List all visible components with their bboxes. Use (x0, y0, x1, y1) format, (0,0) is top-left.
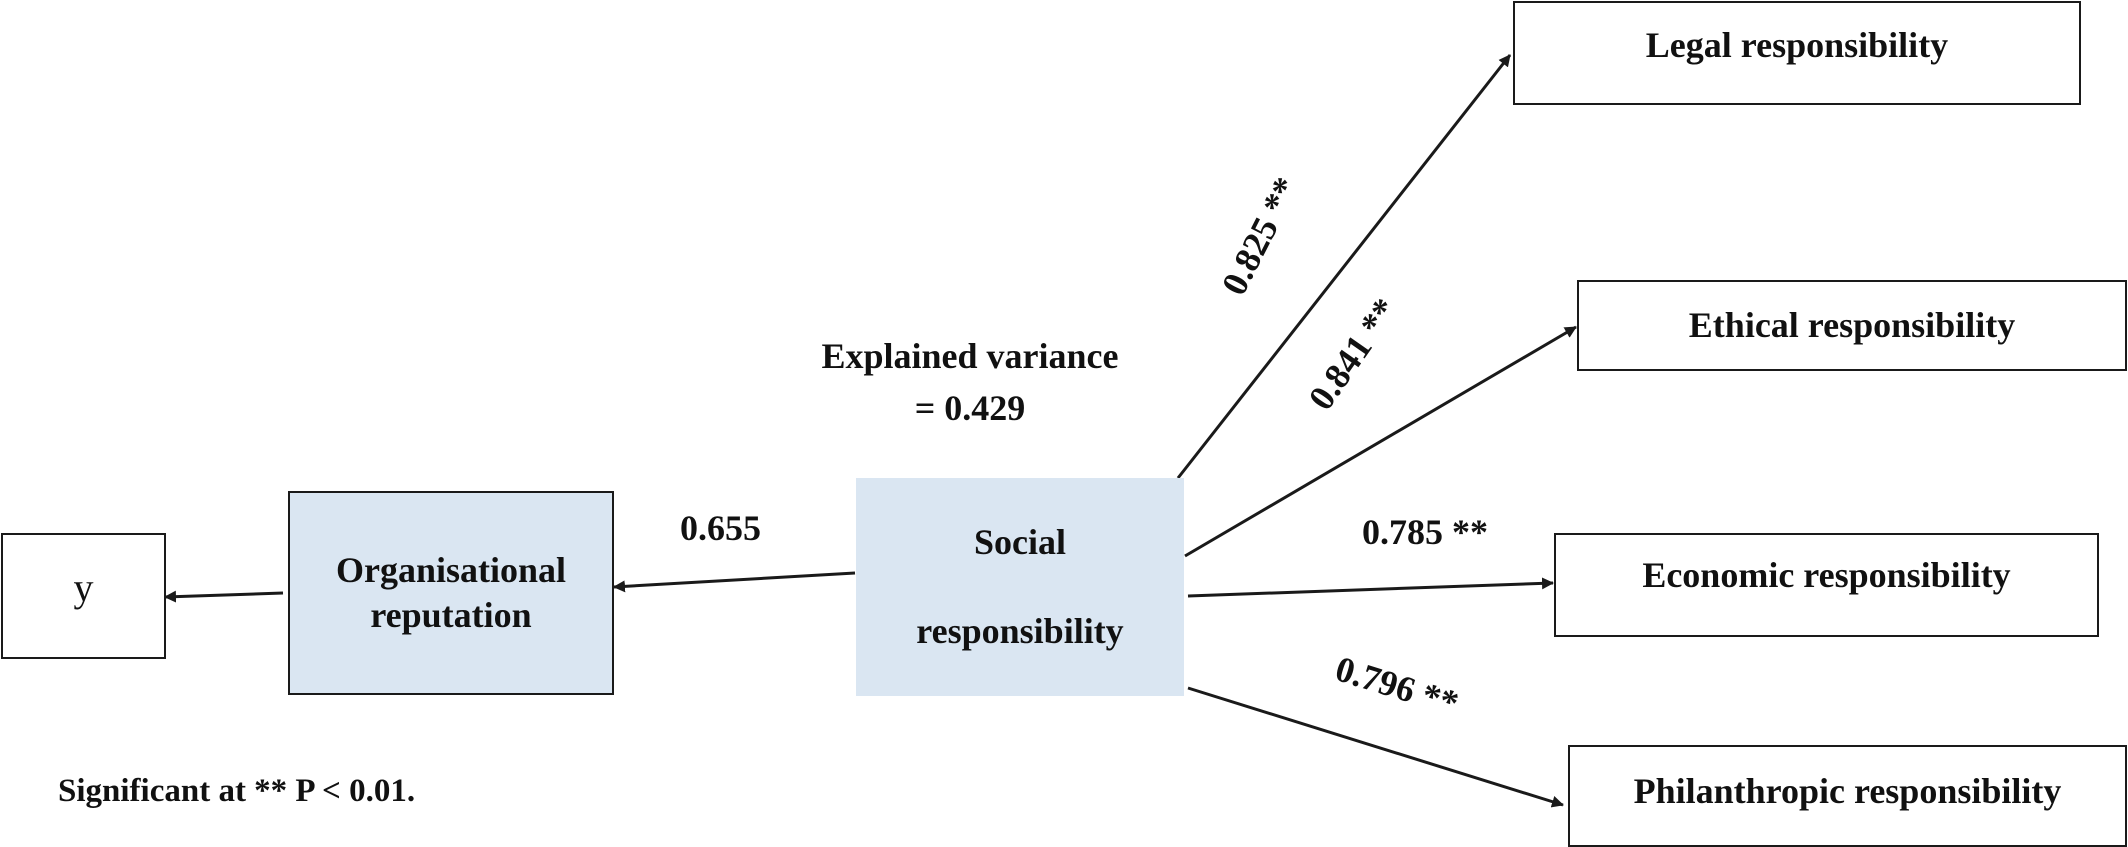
path-label-sr-to-economic: 0.785 ** (1362, 512, 1488, 552)
node-ethical-responsibility: Ethical responsibility (1577, 280, 2127, 371)
node-y-label: y (73, 565, 94, 610)
explained-variance-line2: = 0.429 (914, 388, 1026, 429)
arrow-sr-to-ethical (1184, 325, 1577, 558)
explained-variance-line1: Explained variance (821, 336, 1119, 376)
arrow-or-to-y (164, 590, 284, 603)
node-social-responsibility: Social responsibility (856, 478, 1184, 696)
node-sr-line2: responsibility (916, 611, 1124, 651)
node-ethical-label: Ethical responsibility (1688, 305, 2016, 345)
arrow-sr-to-philanthropic (1187, 686, 1564, 808)
node-philanthropic-responsibility: Philanthropic responsibility (1568, 745, 2127, 847)
explained-variance-label: Explained variance = 0.429 (780, 330, 1160, 434)
arrow-sr-to-legal (1176, 54, 1512, 479)
node-y: y (1, 533, 166, 659)
arrow-sr-to-or (613, 571, 856, 593)
arrow-sr-to-economic (1187, 577, 1554, 598)
node-legal-label: Legal responsibility (1645, 25, 1949, 65)
path-label-sr-to-or: 0.655 (680, 508, 761, 548)
node-philanthropic-label: Philanthropic responsibility (1633, 771, 2062, 811)
node-economic-label: Economic responsibility (1642, 555, 2011, 595)
footnote: Significant at ** P < 0.01. (58, 773, 416, 809)
node-economic-responsibility: Economic responsibility (1554, 533, 2099, 637)
node-or-line1: Organisational (335, 550, 567, 590)
node-legal-responsibility: Legal responsibility (1513, 1, 2081, 105)
node-organisational-reputation: Organisational reputation (288, 491, 614, 695)
node-or-line2: reputation (370, 595, 532, 635)
node-sr-line1: Social (973, 522, 1066, 562)
